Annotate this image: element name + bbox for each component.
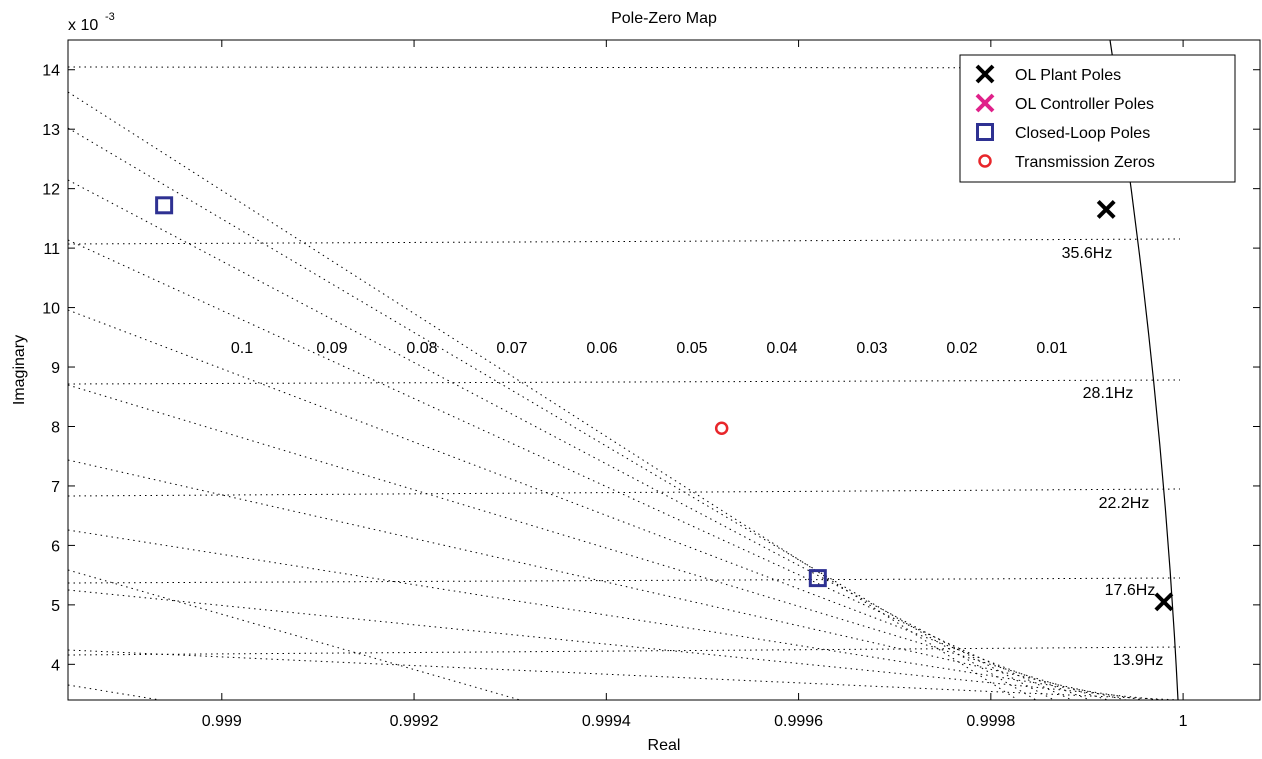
damping-grid-line bbox=[68, 649, 1181, 700]
ol-plant-poles-marker bbox=[1096, 200, 1116, 219]
closed-loop-poles-marker bbox=[808, 569, 827, 588]
frequency-grid-line bbox=[68, 379, 1181, 385]
damping-label: 0.05 bbox=[676, 340, 707, 357]
legend-ol-controller-poles-symbol bbox=[975, 93, 995, 113]
markers-layer bbox=[155, 196, 1174, 612]
legend: OL Plant Poles OL Controller Poles Closed-… bbox=[959, 54, 1236, 183]
damping-grid-line bbox=[68, 684, 161, 700]
x-tick-label: 0.9996 bbox=[774, 713, 823, 730]
damping-label: 0.01 bbox=[1036, 340, 1067, 357]
damping-label: 0.06 bbox=[586, 340, 617, 357]
grid-layer bbox=[68, 66, 1181, 700]
x-tick-label: 0.9994 bbox=[582, 713, 631, 730]
x-tick-label: 0.9998 bbox=[966, 713, 1015, 730]
x-tick-label: 0.999 bbox=[202, 713, 242, 730]
y-multiplier-base: x 10 bbox=[68, 17, 98, 34]
y-axis-label: Imaginary bbox=[11, 335, 28, 405]
damping-grid-line bbox=[68, 569, 521, 700]
x-tick-label: 0.9992 bbox=[390, 713, 439, 730]
ol-plant-poles-marker bbox=[1154, 592, 1174, 612]
y-tick-label: 7 bbox=[51, 479, 60, 496]
legend-closed-loop-poles-symbol bbox=[976, 123, 994, 141]
damping-grid-line bbox=[68, 529, 1145, 700]
frequency-grid-line bbox=[68, 488, 1181, 497]
frequency-grid-line bbox=[68, 646, 1181, 656]
y-tick-label: 12 bbox=[42, 182, 60, 199]
damping-labels: 0.1 0.09 0.08 0.07 0.06 0.05 0.04 0.03 0.02 0.01 bbox=[231, 340, 1068, 357]
frequency-grid-line bbox=[68, 238, 1181, 245]
frequency-label: 17.6Hz bbox=[1105, 582, 1156, 599]
damping-label: 0.07 bbox=[496, 340, 527, 357]
damping-grid-line bbox=[68, 459, 1127, 700]
y-multiplier-exponent: -3 bbox=[105, 11, 115, 23]
ticks-layer: 0.999 0.9992 0.9994 0.9996 0.9998 14567891011… bbox=[42, 40, 1260, 730]
y-tick-label: 4 bbox=[51, 657, 60, 674]
closed-loop-poles-marker bbox=[155, 196, 174, 215]
y-tick-label: 8 bbox=[51, 419, 60, 436]
damping-grid-line bbox=[68, 179, 1055, 700]
damping-label: 0.09 bbox=[316, 340, 347, 357]
legend-transmission-zeros-symbol bbox=[978, 154, 992, 168]
frequency-label: 13.9Hz bbox=[1113, 652, 1164, 669]
damping-grid-line bbox=[68, 309, 1091, 700]
y-tick-label: 11 bbox=[43, 241, 60, 258]
damping-grid-line bbox=[68, 127, 1037, 700]
legend-ol-plant-poles-label: OL Plant Poles bbox=[1015, 67, 1121, 84]
frequency-labels: 35.6Hz 28.1Hz 22.2Hz 17.6Hz 13.9Hz bbox=[1062, 245, 1164, 669]
damping-label: 0.03 bbox=[856, 340, 887, 357]
y-tick-label: 6 bbox=[51, 538, 60, 555]
damping-label: 0.04 bbox=[766, 340, 797, 357]
legend-transmission-zeros-label: Transmission Zeros bbox=[1015, 154, 1155, 171]
x-tick-label: 1 bbox=[1179, 713, 1188, 730]
transmission-zeros-marker bbox=[714, 421, 729, 436]
damping-grid-line bbox=[68, 384, 1109, 700]
y-tick-label: 9 bbox=[51, 360, 60, 377]
legend-closed-loop-poles-label: Closed-Loop Poles bbox=[1015, 125, 1150, 142]
chart-title: Pole-Zero Map bbox=[611, 10, 717, 27]
frequency-label: 35.6Hz bbox=[1062, 245, 1113, 262]
frequency-label: 22.2Hz bbox=[1099, 495, 1150, 512]
y-tick-label: 13 bbox=[42, 122, 60, 139]
damping-grid-line bbox=[68, 589, 1163, 700]
damping-label: 0.08 bbox=[406, 340, 437, 357]
y-tick-label: 14 bbox=[42, 63, 60, 80]
damping-grid-line bbox=[68, 239, 1073, 700]
y-tick-label: 5 bbox=[51, 598, 60, 615]
frequency-grid-line bbox=[68, 577, 1181, 584]
damping-label: 0.02 bbox=[946, 340, 977, 357]
legend-box bbox=[959, 54, 1236, 183]
x-axis-label: Real bbox=[648, 737, 681, 754]
y-tick-label: 10 bbox=[42, 301, 60, 318]
legend-ol-controller-poles-label: OL Controller Poles bbox=[1015, 96, 1154, 113]
legend-ol-plant-poles-symbol bbox=[975, 64, 995, 84]
damping-grid-line bbox=[68, 91, 1019, 700]
damping-label: 0.1 bbox=[231, 340, 253, 357]
frequency-grid-line bbox=[68, 66, 1181, 69]
frequency-label: 28.1Hz bbox=[1083, 385, 1134, 402]
plot-frame bbox=[67, 39, 1261, 701]
